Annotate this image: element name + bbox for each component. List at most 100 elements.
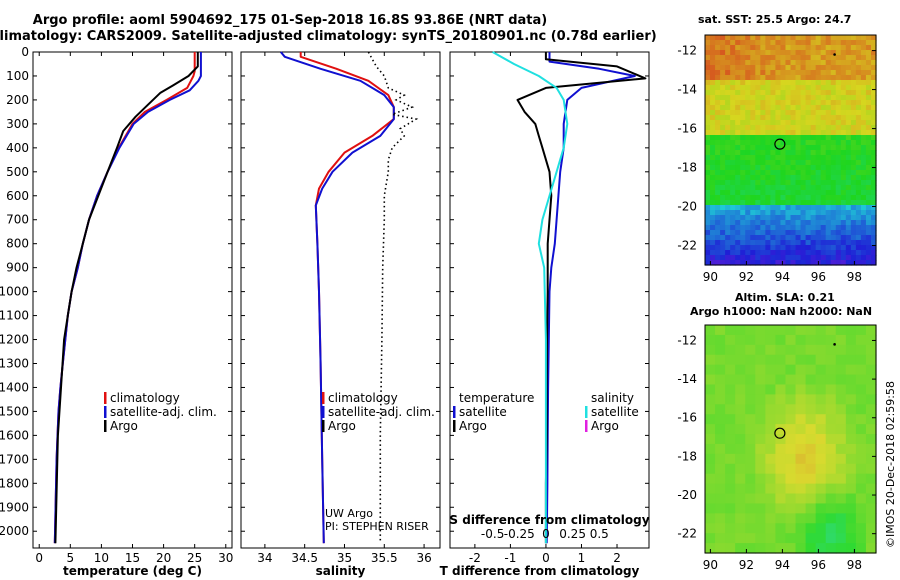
profile-title: Argo profile: aoml 5904692_175 01-Sep-20…	[32, 13, 548, 28]
temp-legend-swatch	[104, 392, 107, 404]
depth-tick-label: 2000	[0, 524, 29, 538]
lon-tick-label: 96	[811, 270, 826, 284]
depth-tick-label: 1800	[0, 476, 29, 490]
temp-legend-label: satellite-adj. clim.	[110, 405, 217, 419]
x-tick-label: 30	[218, 551, 233, 565]
pi-label: PI: STEPHEN RISER	[325, 520, 429, 533]
lon-tick-label: 98	[847, 270, 862, 284]
series-salinity-climatology	[299, 52, 395, 544]
x-tick-label: 0	[35, 551, 43, 565]
lon-tick-label: 90	[703, 558, 718, 572]
depth-tick-label: 700	[6, 213, 29, 227]
lon-tick-label: 94	[775, 270, 790, 284]
x-axis-label-difference: T difference from climatology	[440, 564, 640, 578]
sdiff-legend-label: salinity	[591, 391, 634, 405]
x-tick-label: 2	[613, 551, 621, 565]
s-axis-label: S difference from climatology	[449, 513, 649, 527]
depth-tick-label: 1500	[0, 404, 29, 418]
depth-tick-label: 400	[6, 141, 29, 155]
sla-heatmap	[705, 325, 877, 554]
depth-tick-label: 1000	[0, 285, 29, 299]
temp-legend-label: climatology	[110, 391, 180, 405]
sal-legend-swatch	[322, 406, 325, 418]
lat-tick-label: -16	[677, 122, 697, 136]
tdiff-legend-label: Argo	[459, 419, 487, 433]
sla-map-title: Altim. SLA: 0.21	[735, 291, 835, 304]
sal-legend-label: climatology	[328, 391, 398, 405]
argo-location-marker	[774, 427, 786, 439]
panel-frame-salinity	[240, 51, 441, 549]
lat-tick-label: -18	[677, 449, 697, 463]
x-tick-label: 34	[257, 551, 272, 565]
lon-tick-label: 96	[811, 558, 826, 572]
depth-tick-label: 200	[6, 93, 29, 107]
sdiff-legend-label: Argo	[591, 419, 619, 433]
depth-tick-label: 800	[6, 237, 29, 251]
series-salinity-dotted	[367, 51, 419, 544]
lat-tick-label: -14	[677, 83, 697, 97]
lon-tick-label: 92	[739, 558, 754, 572]
temp-legend-swatch	[104, 406, 107, 418]
temp-legend-swatch	[104, 420, 107, 432]
lat-tick-label: -20	[677, 200, 697, 214]
sal-legend-label: Argo	[328, 419, 356, 433]
depth-tick-label: 1700	[0, 452, 29, 466]
island-marker	[833, 343, 836, 346]
s-tick-label: 0.5	[590, 527, 609, 541]
x-tick-label: 1	[578, 551, 586, 565]
lat-tick-label: -12	[677, 44, 697, 58]
map-frame	[704, 324, 877, 554]
depth-tick-label: 100	[6, 69, 29, 83]
sla-map-subtitle: Argo h1000: NaN h2000: NaN	[690, 305, 873, 318]
depth-tick-label: 500	[6, 165, 29, 179]
lon-tick-label: 94	[775, 558, 790, 572]
lon-tick-label: 90	[703, 270, 718, 284]
s-tick-label: -0.25	[504, 527, 535, 541]
s-tick-label: -0.5	[481, 527, 504, 541]
x-tick-label: 10	[94, 551, 109, 565]
lat-tick-label: -20	[677, 488, 697, 502]
lat-tick-label: -18	[677, 161, 697, 175]
climatology-title: Climatology: CARS2009. Satellite-adjuste…	[0, 29, 657, 44]
depth-tick-label: 0	[21, 45, 29, 59]
x-axis-label-temperature: temperature (deg C)	[63, 564, 202, 578]
sal-legend-swatch	[322, 392, 325, 404]
series-difference-sat_sal	[492, 51, 569, 544]
x-tick-label: -1	[504, 551, 516, 565]
depth-tick-label: 300	[6, 117, 29, 131]
x-tick-label: 0	[542, 551, 550, 565]
uw-argo-label: UW Argo	[325, 507, 373, 520]
island-marker	[833, 53, 836, 56]
series-salinity-satellite	[280, 51, 395, 544]
s-tick-label: 0.25	[559, 527, 586, 541]
sal-legend-swatch	[322, 420, 325, 432]
map-frame	[704, 34, 877, 266]
lat-tick-label: -22	[677, 239, 697, 253]
x-tick-label: 35.5	[371, 551, 398, 565]
x-axis-label-salinity: salinity	[316, 564, 366, 578]
sst-heatmap	[705, 35, 877, 266]
tdiff-legend-label: temperature	[459, 391, 534, 405]
lon-tick-label: 98	[847, 558, 862, 572]
tdiff-legend-swatch	[453, 406, 456, 418]
series-difference-argo_temp	[516, 52, 647, 544]
sal-legend-label: satellite-adj. clim.	[328, 405, 435, 419]
sst-map-title: sat. SST: 25.5 Argo: 24.7	[698, 13, 852, 26]
x-tick-label: 20	[156, 551, 171, 565]
series-difference-sat_temp	[545, 52, 636, 544]
depth-tick-label: 1900	[0, 500, 29, 514]
sdiff-legend-swatch	[585, 406, 588, 418]
depth-tick-label: 1600	[0, 428, 29, 442]
depth-tick-label: 600	[6, 189, 29, 203]
tdiff-legend-label: satellite	[459, 405, 507, 419]
tdiff-legend-swatch	[453, 420, 456, 432]
argo-location-marker	[774, 138, 786, 150]
x-tick-label: 35	[337, 551, 352, 565]
sdiff-legend-swatch	[585, 420, 588, 432]
lat-tick-label: -16	[677, 411, 697, 425]
sdiff-legend-label: satellite	[591, 405, 639, 419]
depth-tick-label: 1200	[0, 333, 29, 347]
x-tick-label: -2	[469, 551, 481, 565]
s-tick-label: 0	[542, 527, 550, 541]
temp-legend-label: Argo	[110, 419, 138, 433]
